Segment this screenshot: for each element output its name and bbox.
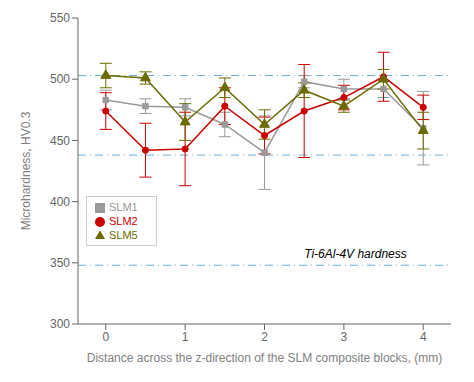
svg-text:Ti-6Al-4V hardness: Ti-6Al-4V hardness — [304, 247, 407, 261]
html-text:SLM1: SLM1 — [109, 201, 138, 213]
svg-text:500: 500 — [50, 72, 70, 86]
svg-text:Distance across the z-directio: Distance across the z-direction of the S… — [87, 351, 442, 365]
svg-text:400: 400 — [50, 195, 70, 209]
svg-text:350: 350 — [50, 256, 70, 270]
svg-text:3: 3 — [341, 330, 348, 344]
html-text:SLM5: SLM5 — [109, 229, 138, 241]
svg-text:Microhardness, HV0.3: Microhardness, HV0.3 — [19, 111, 33, 230]
svg-text:1: 1 — [182, 330, 189, 344]
svg-text:550: 550 — [50, 11, 70, 25]
svg-text:450: 450 — [50, 134, 70, 148]
html-text:SLM2: SLM2 — [109, 215, 138, 227]
svg-text:300: 300 — [50, 317, 70, 331]
svg-text:2: 2 — [261, 330, 268, 344]
svg-text:4: 4 — [420, 330, 427, 344]
svg-text:0: 0 — [102, 330, 109, 344]
